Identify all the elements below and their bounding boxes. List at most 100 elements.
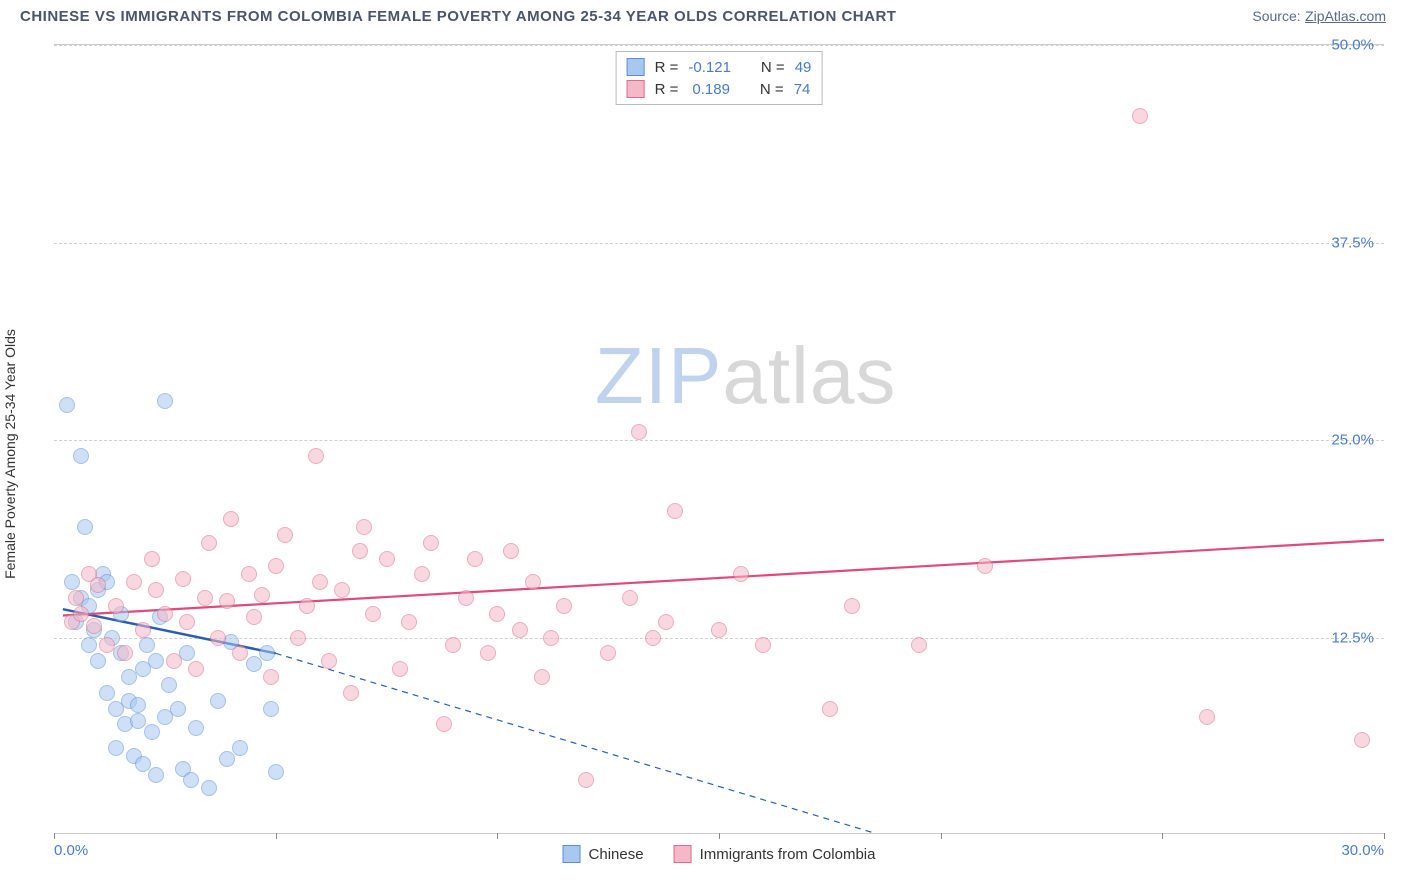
chart-plot-area: ZIPatlas R = -0.121 N = 49 R = 0.189 N =…: [54, 44, 1384, 834]
scatter-point-colombia: [1354, 732, 1370, 748]
scatter-point-colombia: [135, 622, 151, 638]
correlation-legend: R = -0.121 N = 49 R = 0.189 N = 74: [616, 51, 823, 105]
scatter-point-colombia: [1199, 709, 1215, 725]
legend-row-colombia: R = 0.189 N = 74: [627, 78, 812, 100]
scatter-point-colombia: [436, 716, 452, 732]
scatter-point-chinese: [170, 701, 186, 717]
scatter-point-chinese: [135, 756, 151, 772]
scatter-point-chinese: [246, 656, 262, 672]
scatter-point-colombia: [254, 587, 270, 603]
swatch-colombia: [627, 80, 645, 98]
series-label-chinese: Chinese: [589, 846, 644, 863]
scatter-point-chinese: [59, 397, 75, 413]
scatter-point-colombia: [392, 661, 408, 677]
scatter-point-colombia: [578, 772, 594, 788]
scatter-point-colombia: [334, 582, 350, 598]
scatter-point-colombia: [631, 424, 647, 440]
scatter-point-chinese: [259, 645, 275, 661]
scatter-point-colombia: [467, 551, 483, 567]
scatter-point-colombia: [512, 622, 528, 638]
scatter-point-chinese: [201, 780, 217, 796]
scatter-point-colombia: [911, 637, 927, 653]
scatter-point-colombia: [379, 551, 395, 567]
scatter-point-chinese: [183, 772, 199, 788]
swatch-colombia: [674, 845, 692, 863]
x-tick: [497, 833, 498, 839]
scatter-point-colombia: [480, 645, 496, 661]
scatter-point-colombia: [733, 566, 749, 582]
scatter-point-chinese: [130, 713, 146, 729]
scatter-point-chinese: [90, 653, 106, 669]
series-legend: Chinese Immigrants from Colombia: [563, 845, 876, 863]
scatter-point-colombia: [503, 543, 519, 559]
scatter-point-colombia: [600, 645, 616, 661]
r-label: R =: [655, 59, 679, 76]
scatter-point-colombia: [188, 661, 204, 677]
scatter-point-chinese: [219, 751, 235, 767]
scatter-point-colombia: [414, 566, 430, 582]
scatter-point-colombia: [86, 618, 102, 634]
scatter-point-colombia: [658, 614, 674, 630]
scatter-point-colombia: [175, 571, 191, 587]
series-label-colombia: Immigrants from Colombia: [700, 846, 876, 863]
x-tick: [1384, 833, 1385, 839]
scatter-point-colombia: [458, 590, 474, 606]
scatter-point-colombia: [525, 574, 541, 590]
scatter-point-chinese: [161, 677, 177, 693]
r-value-colombia: 0.189: [688, 81, 730, 98]
scatter-point-chinese: [130, 697, 146, 713]
scatter-point-colombia: [144, 551, 160, 567]
scatter-point-colombia: [645, 630, 661, 646]
scatter-point-colombia: [99, 637, 115, 653]
scatter-point-colombia: [401, 614, 417, 630]
scatter-point-chinese: [188, 720, 204, 736]
scatter-point-colombia: [667, 503, 683, 519]
scatter-point-colombia: [179, 614, 195, 630]
scatter-point-chinese: [108, 740, 124, 756]
x-tick-label: 30.0%: [1341, 842, 1384, 859]
scatter-point-colombia: [321, 653, 337, 669]
scatter-point-chinese: [268, 764, 284, 780]
scatter-point-colombia: [148, 582, 164, 598]
scatter-point-colombia: [219, 593, 235, 609]
scatter-point-colombia: [246, 609, 262, 625]
scatter-point-colombia: [352, 543, 368, 559]
scatter-point-colombia: [711, 622, 727, 638]
scatter-point-chinese: [157, 393, 173, 409]
x-tick-label: 0.0%: [54, 842, 88, 859]
r-value-chinese: -0.121: [688, 59, 731, 76]
scatter-point-colombia: [268, 558, 284, 574]
scatter-point-chinese: [144, 724, 160, 740]
scatter-point-colombia: [622, 590, 638, 606]
scatter-point-colombia: [73, 606, 89, 622]
scatter-point-colombia: [241, 566, 257, 582]
scatter-point-colombia: [365, 606, 381, 622]
r-label: R =: [655, 81, 679, 98]
scatter-point-chinese: [139, 637, 155, 653]
source-link[interactable]: ZipAtlas.com: [1305, 8, 1386, 24]
scatter-point-chinese: [148, 767, 164, 783]
y-axis-label: Female Poverty Among 25-34 Year Olds: [2, 329, 18, 579]
scatter-point-colombia: [68, 590, 84, 606]
scatter-point-colombia: [822, 701, 838, 717]
scatter-point-colombia: [90, 577, 106, 593]
scatter-point-colombia: [755, 637, 771, 653]
x-tick: [1162, 833, 1163, 839]
scatter-point-colombia: [108, 598, 124, 614]
scatter-point-chinese: [263, 701, 279, 717]
scatter-point-chinese: [73, 448, 89, 464]
scatter-point-colombia: [210, 630, 226, 646]
x-tick: [54, 833, 55, 839]
legend-row-chinese: R = -0.121 N = 49: [627, 56, 812, 78]
scatter-point-chinese: [148, 653, 164, 669]
n-value-colombia: 74: [794, 81, 811, 98]
n-label: N =: [760, 81, 784, 98]
scatter-point-colombia: [844, 598, 860, 614]
source-label: Source:: [1252, 8, 1300, 24]
scatter-point-colombia: [197, 590, 213, 606]
scatter-point-chinese: [210, 693, 226, 709]
n-label: N =: [761, 59, 785, 76]
scatter-point-colombia: [232, 645, 248, 661]
scatter-point-colombia: [308, 448, 324, 464]
swatch-chinese: [563, 845, 581, 863]
